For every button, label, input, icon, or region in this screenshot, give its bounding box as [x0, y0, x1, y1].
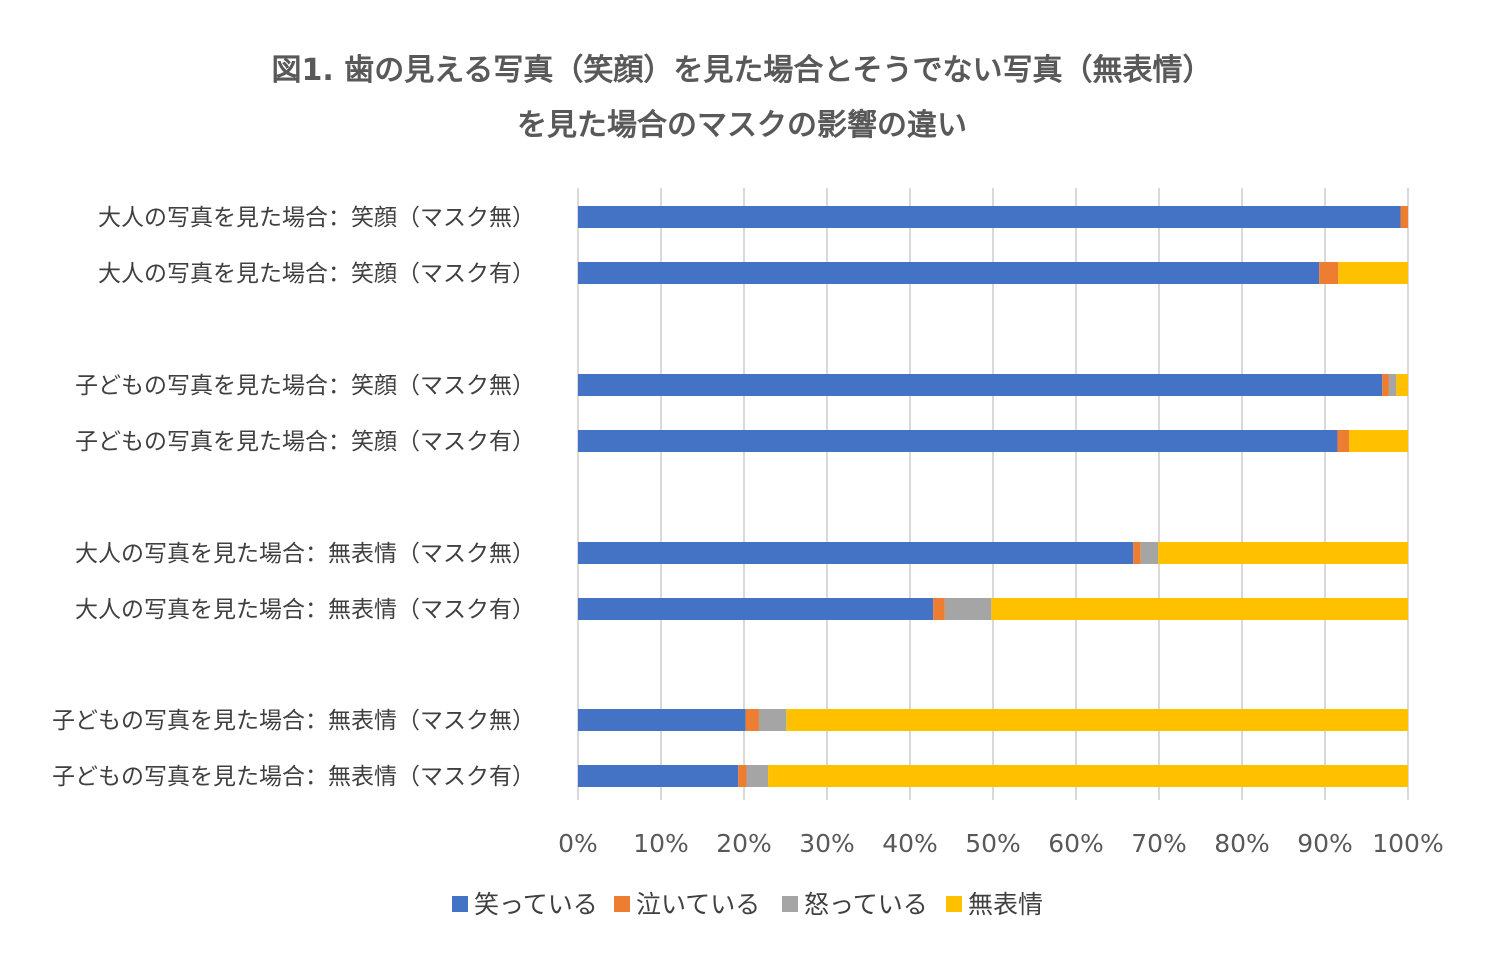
- bar-segment: [1396, 374, 1408, 396]
- category-label: 大人の写真を見た場合：笑顔（マスク有）: [98, 261, 535, 287]
- chart-title: 図1. 歯の見える写真（笑顔）を見た場合とそうでない写真（無表情） を見た場合の…: [272, 53, 1213, 143]
- bar-segment: [768, 765, 1408, 787]
- bar-segment: [944, 598, 992, 620]
- bar-segment: [1382, 374, 1389, 396]
- x-tick-label: 0%: [558, 829, 598, 858]
- x-tick-label: 100%: [1372, 829, 1443, 858]
- legend-label: 泣いている: [636, 890, 760, 919]
- category-labels: 大人の写真を見た場合：笑顔（マスク無） 大人の写真を見た場合：笑顔（マスク有） 子ど…: [52, 205, 535, 790]
- chart-title-line-1: 図1. 歯の見える写真（笑顔）を見た場合とそうでない写真（無表情）: [272, 53, 1213, 88]
- bar-segment: [738, 765, 747, 787]
- bar-segment: [578, 598, 934, 620]
- legend: 笑っている 泣いている 怒っている 無表情: [452, 890, 1043, 919]
- legend-swatch: [452, 896, 468, 912]
- x-tick-label: 70%: [1131, 829, 1187, 858]
- bar-segment: [578, 206, 1401, 228]
- bar-segment: [758, 709, 787, 731]
- category-label: 子どもの写真を見た場合：無表情（マスク有）: [52, 764, 535, 790]
- bar-segment: [1388, 374, 1397, 396]
- bar-segment: [745, 709, 759, 731]
- x-tick-label: 60%: [1048, 829, 1104, 858]
- gridlines: [577, 188, 1409, 800]
- bar-segment: [578, 374, 1383, 396]
- x-tick-label: 10%: [633, 829, 689, 858]
- legend-label: 怒っている: [804, 890, 928, 919]
- bar-segment: [1140, 542, 1159, 564]
- legend-label: 笑っている: [474, 890, 598, 919]
- category-label: 子どもの写真を見た場合：無表情（マスク無）: [52, 708, 535, 734]
- bar-segment: [578, 430, 1338, 452]
- category-label: 大人の写真を見た場合：無表情（マスク有）: [75, 597, 535, 623]
- category-label: 子どもの写真を見た場合：笑顔（マスク無）: [75, 373, 535, 399]
- x-tick-label: 80%: [1214, 829, 1270, 858]
- bar-segment: [991, 598, 1408, 620]
- bar-segment: [786, 709, 1408, 731]
- bar-segment: [1338, 262, 1408, 284]
- legend-swatch: [782, 896, 798, 912]
- category-label: 子どもの写真を見た場合：笑顔（マスク有）: [75, 429, 535, 455]
- x-tick-label: 40%: [882, 829, 938, 858]
- x-tick-label: 50%: [965, 829, 1021, 858]
- bar-segment: [1337, 430, 1350, 452]
- chart-title-line-2: を見た場合のマスクの影響の違い: [517, 108, 967, 143]
- bar-segment: [746, 765, 769, 787]
- legend-swatch: [946, 896, 962, 912]
- legend-label: 無表情: [968, 890, 1043, 919]
- bar-segment: [578, 542, 1134, 564]
- bar-segment: [578, 262, 1320, 284]
- legend-swatch: [614, 896, 630, 912]
- bar-segment: [578, 765, 739, 787]
- x-tick-labels: 0% 10% 20% 30% 40% 50% 60% 70% 80% 90% 100%: [558, 829, 1444, 858]
- bar-segment: [1133, 542, 1141, 564]
- category-label: 大人の写真を見た場合：無表情（マスク無）: [75, 541, 535, 567]
- bars: [578, 206, 1408, 787]
- x-tick-label: 20%: [716, 829, 772, 858]
- category-label: 大人の写真を見た場合：笑顔（マスク無）: [98, 205, 535, 231]
- bar-segment: [1158, 542, 1408, 564]
- bar-segment: [933, 598, 945, 620]
- bar-segment: [1319, 262, 1339, 284]
- bar-segment: [1400, 206, 1408, 228]
- x-tick-label: 90%: [1297, 829, 1353, 858]
- bar-segment: [578, 709, 746, 731]
- bar-segment: [1349, 430, 1408, 452]
- x-tick-label: 30%: [799, 829, 855, 858]
